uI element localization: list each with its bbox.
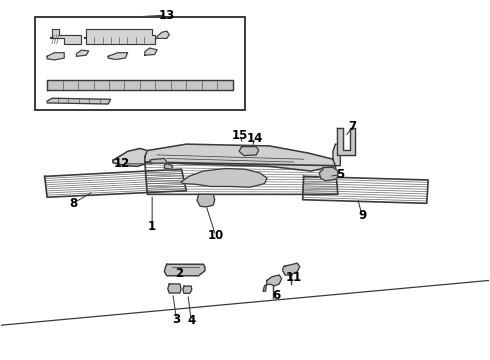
Text: 7: 7 — [348, 120, 357, 133]
Text: 5: 5 — [336, 168, 344, 181]
Text: 6: 6 — [272, 289, 281, 302]
Polygon shape — [283, 263, 300, 275]
Text: 14: 14 — [246, 132, 263, 145]
Polygon shape — [150, 158, 172, 169]
Polygon shape — [49, 30, 81, 44]
Text: 3: 3 — [172, 313, 181, 327]
Text: 8: 8 — [69, 197, 77, 210]
Polygon shape — [263, 275, 282, 291]
Bar — [35, 17, 245, 110]
Polygon shape — [47, 80, 233, 90]
Polygon shape — [239, 147, 259, 156]
Polygon shape — [145, 144, 335, 171]
Polygon shape — [157, 31, 169, 39]
Polygon shape — [164, 264, 205, 276]
Polygon shape — [113, 148, 150, 166]
Polygon shape — [183, 286, 192, 293]
Polygon shape — [197, 194, 215, 207]
Text: 9: 9 — [358, 210, 367, 222]
Polygon shape — [168, 284, 181, 293]
Polygon shape — [47, 53, 64, 60]
Polygon shape — [181, 168, 267, 187]
Text: 10: 10 — [208, 229, 224, 242]
Polygon shape — [84, 30, 155, 44]
Text: 13: 13 — [159, 9, 175, 22]
Text: 2: 2 — [175, 267, 183, 280]
Polygon shape — [337, 128, 355, 155]
Text: 15: 15 — [232, 129, 248, 142]
Polygon shape — [108, 53, 128, 59]
Text: 12: 12 — [114, 157, 130, 170]
Text: 1: 1 — [148, 220, 156, 233]
Text: 4: 4 — [187, 314, 196, 327]
Polygon shape — [47, 98, 111, 104]
Polygon shape — [333, 144, 340, 166]
Polygon shape — [76, 50, 89, 56]
Polygon shape — [145, 48, 157, 55]
Polygon shape — [319, 167, 338, 181]
Text: 11: 11 — [286, 271, 302, 284]
